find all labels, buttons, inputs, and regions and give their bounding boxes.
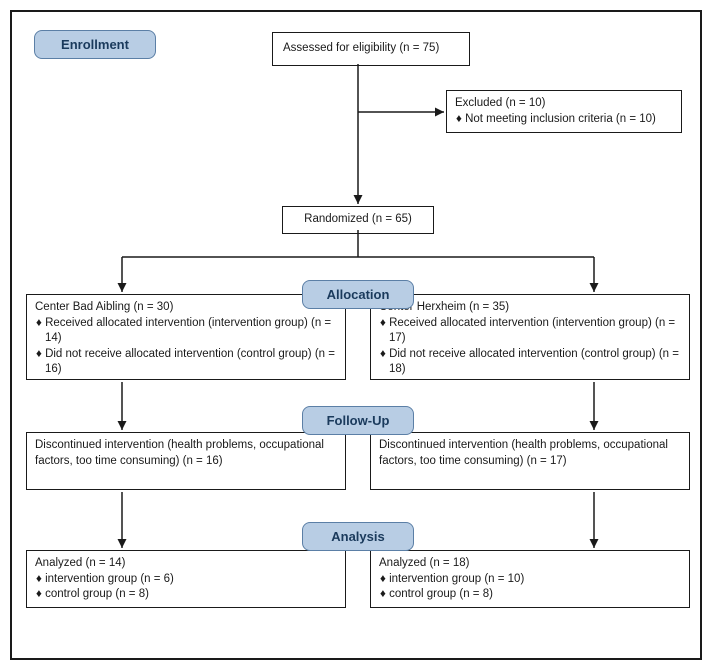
box-assessed: Assessed for eligibility (n = 75): [272, 32, 470, 66]
an-left-b1: ♦ intervention group (n = 6): [35, 572, 337, 588]
box-fu-left: Discontinued intervention (health proble…: [26, 432, 346, 490]
an-left-title: Analyzed (n = 14): [35, 556, 337, 572]
alloc-left-title: Center Bad Aibling (n = 30): [35, 300, 337, 316]
an-right-b1: ♦ intervention group (n = 10): [379, 572, 681, 588]
alloc-right-title: Center Herxheim (n = 35): [379, 300, 681, 316]
stage-analysis: Analysis: [302, 522, 414, 551]
box-an-right: Analyzed (n = 18) ♦ intervention group (…: [370, 550, 690, 608]
box-alloc-left: Center Bad Aibling (n = 30) ♦ Received a…: [26, 294, 346, 380]
an-left-b2: ♦ control group (n = 8): [35, 587, 337, 603]
alloc-left-b2: ♦ Did not receive allocated intervention…: [35, 347, 337, 378]
box-excluded: Excluded (n = 10) ♦ Not meeting inclusio…: [446, 90, 682, 133]
alloc-right-b2: ♦ Did not receive allocated intervention…: [379, 347, 681, 378]
an-right-b2: ♦ control group (n = 8): [379, 587, 681, 603]
box-an-left: Analyzed (n = 14) ♦ intervention group (…: [26, 550, 346, 608]
stage-allocation: Allocation: [302, 280, 414, 309]
stage-enrollment: Enrollment: [34, 30, 156, 59]
an-right-title: Analyzed (n = 18): [379, 556, 681, 572]
alloc-left-b1: ♦ Received allocated intervention (inter…: [35, 316, 337, 347]
diagram-frame: Enrollment Allocation Follow-Up Analysis…: [10, 10, 702, 660]
alloc-right-b1: ♦ Received allocated intervention (inter…: [379, 316, 681, 347]
stage-followup: Follow-Up: [302, 406, 414, 435]
box-alloc-right: Center Herxheim (n = 35) ♦ Received allo…: [370, 294, 690, 380]
box-randomized: Randomized (n = 65): [282, 206, 434, 234]
box-fu-right: Discontinued intervention (health proble…: [370, 432, 690, 490]
excluded-b1: ♦ Not meeting inclusion criteria (n = 10…: [455, 112, 673, 128]
excluded-title: Excluded (n = 10): [455, 96, 673, 112]
